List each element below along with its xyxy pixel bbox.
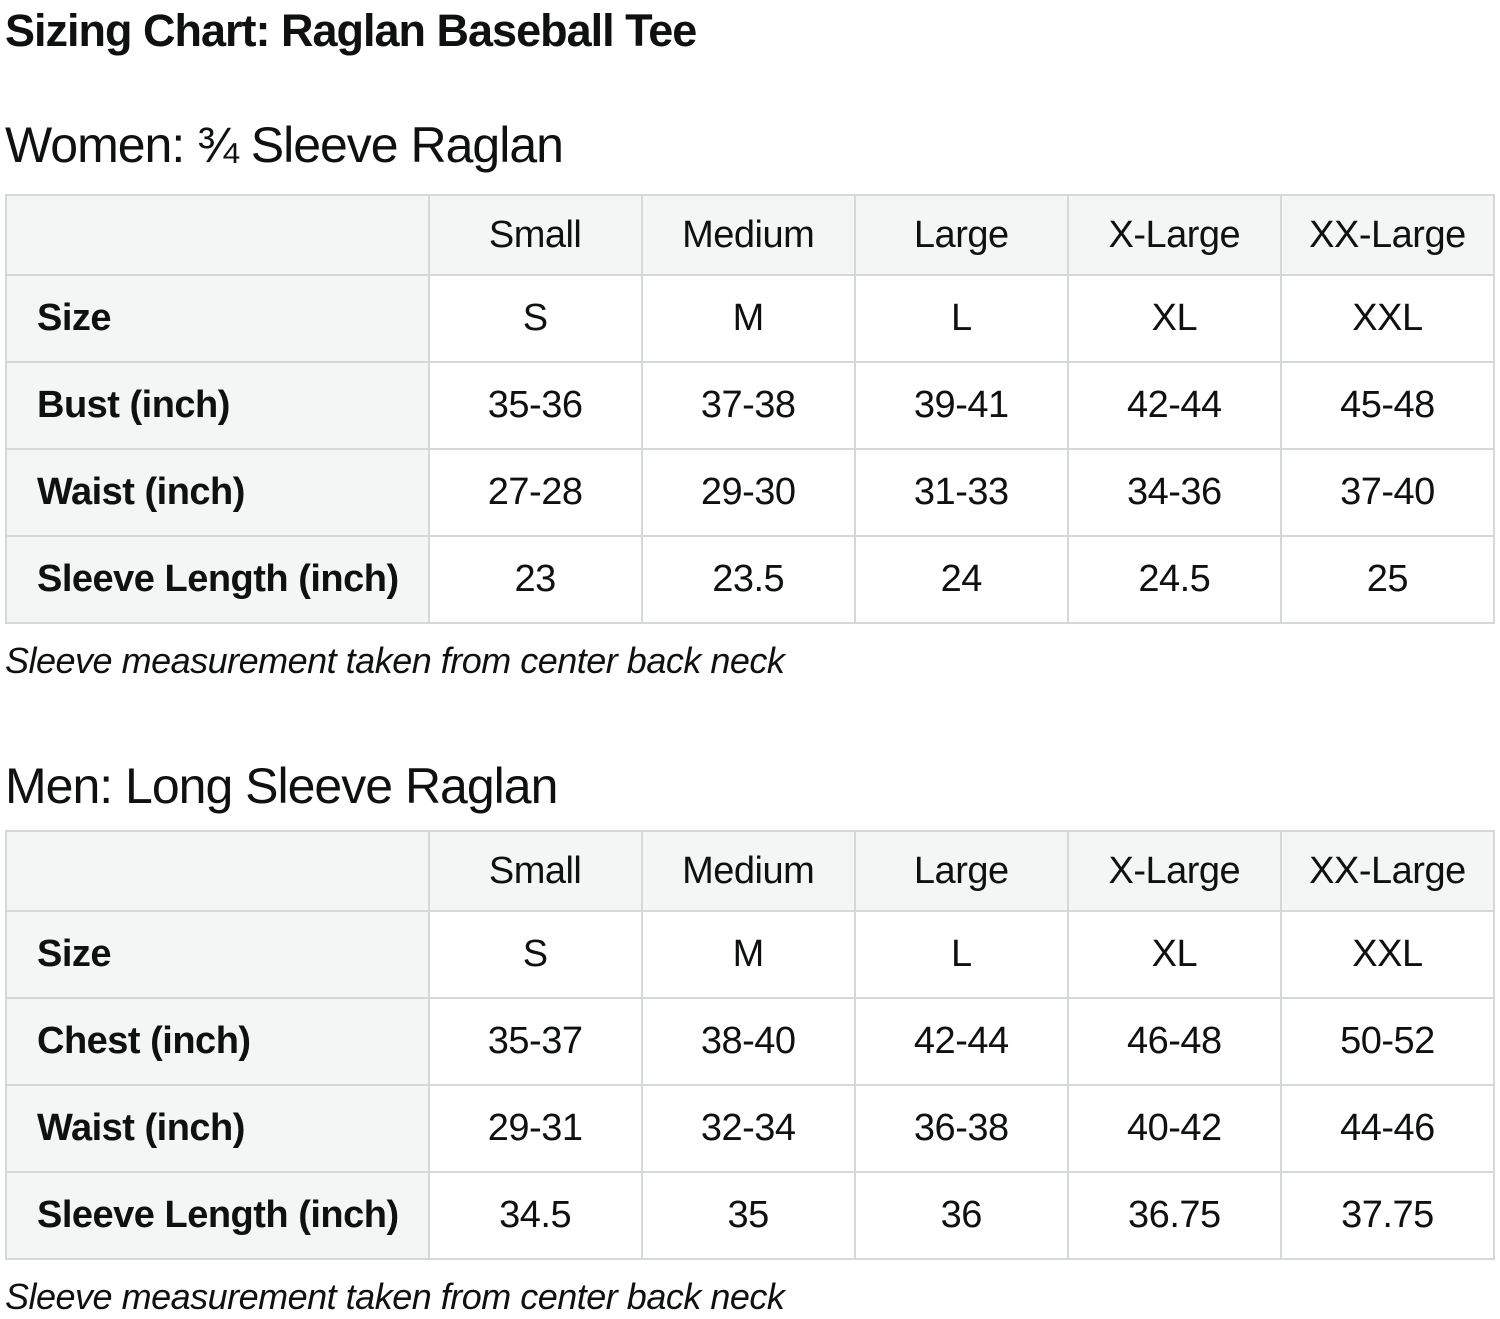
table-cell: 50-52 — [1279, 997, 1496, 1087]
table-row-waist: Waist (inch) 27-28 29-30 31-33 34-36 37-… — [5, 448, 1496, 537]
header-row: Small Medium Large X-Large XX-Large — [5, 194, 1496, 276]
table-row-sleeve-length: Sleeve Length (inch) 34.5 35 36 36.75 37… — [5, 1171, 1496, 1261]
table-row-bust: Bust (inch) 35-36 37-38 39-41 42-44 45-4… — [5, 361, 1496, 450]
sleeve-measurement-note: Sleeve measurement taken from center bac… — [5, 640, 785, 681]
row-label-waist: Waist (inch) — [5, 1084, 430, 1174]
table-cell: XXL — [1279, 910, 1496, 1000]
table-cell: S — [427, 274, 643, 363]
table-cell: 45-48 — [1279, 361, 1496, 450]
corner-cell — [5, 194, 430, 276]
table-cell: 44-46 — [1279, 1084, 1496, 1174]
table-row-size: Size S M L XL XXL — [5, 910, 1496, 1000]
table-row-sleeve-length: Sleeve Length (inch) 23 23.5 24 24.5 25 — [5, 535, 1496, 624]
table-cell: 24 — [853, 535, 1069, 624]
page-title: Sizing Chart: Raglan Baseball Tee — [5, 5, 697, 56]
table-row-waist: Waist (inch) 29-31 32-34 36-38 40-42 44-… — [5, 1084, 1496, 1174]
table-cell: L — [853, 274, 1069, 363]
table-cell: 24.5 — [1066, 535, 1282, 624]
table-cell: 35 — [640, 1171, 856, 1261]
row-label-chest: Chest (inch) — [5, 997, 430, 1087]
column-header-small: Small — [427, 194, 643, 276]
table-cell: 36-38 — [853, 1084, 1069, 1174]
men-section: Men: Long Sleeve Raglan Small Medium Lar… — [5, 756, 1496, 1318]
table-cell: 25 — [1279, 535, 1496, 624]
table-cell: 46-48 — [1066, 997, 1282, 1087]
table-cell: 37.75 — [1279, 1171, 1496, 1261]
men-sizing-table: Small Medium Large X-Large XX-Large Size… — [5, 830, 1496, 1261]
women-sizing-table: Small Medium Large X-Large XX-Large Size… — [5, 194, 1496, 624]
table-cell: M — [640, 274, 856, 363]
row-label-waist: Waist (inch) — [5, 448, 430, 537]
header-row: Small Medium Large X-Large XX-Large — [5, 830, 1496, 913]
column-header-x-large: X-Large — [1066, 830, 1282, 913]
sleeve-measurement-note: Sleeve measurement taken from center bac… — [5, 1276, 785, 1318]
table-cell: M — [640, 910, 856, 1000]
table-cell: 40-42 — [1066, 1084, 1282, 1174]
table-row-chest: Chest (inch) 35-37 38-40 42-44 46-48 50-… — [5, 997, 1496, 1087]
column-header-medium: Medium — [640, 830, 856, 913]
column-header-xx-large: XX-Large — [1279, 830, 1496, 913]
row-label-sleeve-length: Sleeve Length (inch) — [5, 535, 430, 624]
row-label-size: Size — [5, 274, 430, 363]
table-cell: 37-38 — [640, 361, 856, 450]
table-cell: XXL — [1279, 274, 1496, 363]
table-cell: XL — [1066, 910, 1282, 1000]
column-header-large: Large — [853, 194, 1069, 276]
table-cell: 23.5 — [640, 535, 856, 624]
row-label-bust: Bust (inch) — [5, 361, 430, 450]
table-cell: 34.5 — [427, 1171, 643, 1261]
table-cell: 32-34 — [640, 1084, 856, 1174]
corner-cell — [5, 830, 430, 913]
column-header-xx-large: XX-Large — [1279, 194, 1496, 276]
table-cell: 36 — [853, 1171, 1069, 1261]
table-cell: 27-28 — [427, 448, 643, 537]
column-header-medium: Medium — [640, 194, 856, 276]
table-cell: 36.75 — [1066, 1171, 1282, 1261]
table-cell: 35-36 — [427, 361, 643, 450]
table-cell: 31-33 — [853, 448, 1069, 537]
section-heading-men: Men: Long Sleeve Raglan — [5, 758, 558, 815]
table-cell: 42-44 — [1066, 361, 1282, 450]
table-cell: 38-40 — [640, 997, 856, 1087]
women-section: Women: ¾ Sleeve Raglan Small Medium Larg… — [5, 115, 1496, 682]
column-header-x-large: X-Large — [1066, 194, 1282, 276]
table-cell: 34-36 — [1066, 448, 1282, 537]
table-cell: S — [427, 910, 643, 1000]
row-label-size: Size — [5, 910, 430, 1000]
table-cell: 23 — [427, 535, 643, 624]
table-cell: L — [853, 910, 1069, 1000]
table-cell: 29-31 — [427, 1084, 643, 1174]
table-cell: 29-30 — [640, 448, 856, 537]
row-label-sleeve-length: Sleeve Length (inch) — [5, 1171, 430, 1261]
table-cell: XL — [1066, 274, 1282, 363]
table-cell: 37-40 — [1279, 448, 1496, 537]
table-cell: 42-44 — [853, 997, 1069, 1087]
section-heading-women: Women: ¾ Sleeve Raglan — [5, 117, 564, 173]
table-cell: 39-41 — [853, 361, 1069, 450]
column-header-small: Small — [427, 830, 643, 913]
table-cell: 35-37 — [427, 997, 643, 1087]
table-row-size: Size S M L XL XXL — [5, 274, 1496, 363]
column-header-large: Large — [853, 830, 1069, 913]
